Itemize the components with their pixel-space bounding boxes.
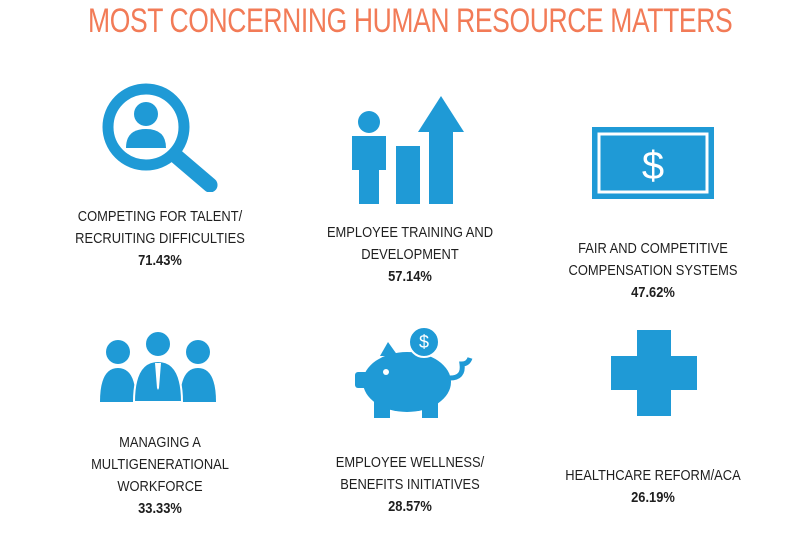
dollar-bill-icon: $ bbox=[592, 127, 714, 199]
item-percentage: 57.14% bbox=[388, 268, 432, 285]
item-label-line: COMPENSATION SYSTEMS bbox=[568, 262, 738, 279]
piggy-bank-icon: $ bbox=[355, 326, 473, 418]
item-label-line: MULTIGENERATIONAL bbox=[91, 456, 229, 473]
medical-cross-icon bbox=[611, 330, 697, 416]
group-people-icon bbox=[100, 330, 216, 402]
item-percentage: 47.62% bbox=[631, 284, 675, 301]
item-label-line: RECRUITING DIFFICULTIES bbox=[75, 230, 245, 247]
item-label-line: DEVELOPMENT bbox=[361, 246, 459, 263]
svg-text:$: $ bbox=[419, 332, 429, 352]
item-percentage: 28.57% bbox=[388, 498, 432, 515]
item-label-line: EMPLOYEE TRAINING AND bbox=[326, 224, 494, 241]
item-label-line: EMPLOYEE WELLNESS/ bbox=[335, 454, 485, 471]
item-percentage: 26.19% bbox=[631, 489, 675, 506]
item-label-line: WORKFORCE bbox=[117, 478, 203, 495]
item-percentage: 33.33% bbox=[138, 500, 182, 517]
item-label-line: COMPETING FOR TALENT/ bbox=[77, 208, 243, 225]
item-label-line: FAIR AND COMPETITIVE bbox=[578, 240, 728, 257]
page-title: MOST CONCERNING HUMAN RESOURCE MATTERS bbox=[88, 2, 733, 40]
item-percentage: 71.43% bbox=[138, 252, 182, 269]
magnifier-person-icon bbox=[102, 83, 218, 192]
svg-text:$: $ bbox=[642, 144, 664, 188]
growth-chart-person-icon bbox=[352, 96, 464, 204]
item-label-line: BENEFITS INITIATIVES bbox=[340, 476, 480, 493]
item-label-line: HEALTHCARE REFORM/ACA bbox=[565, 467, 741, 484]
item-label-line: MANAGING A bbox=[119, 434, 201, 451]
